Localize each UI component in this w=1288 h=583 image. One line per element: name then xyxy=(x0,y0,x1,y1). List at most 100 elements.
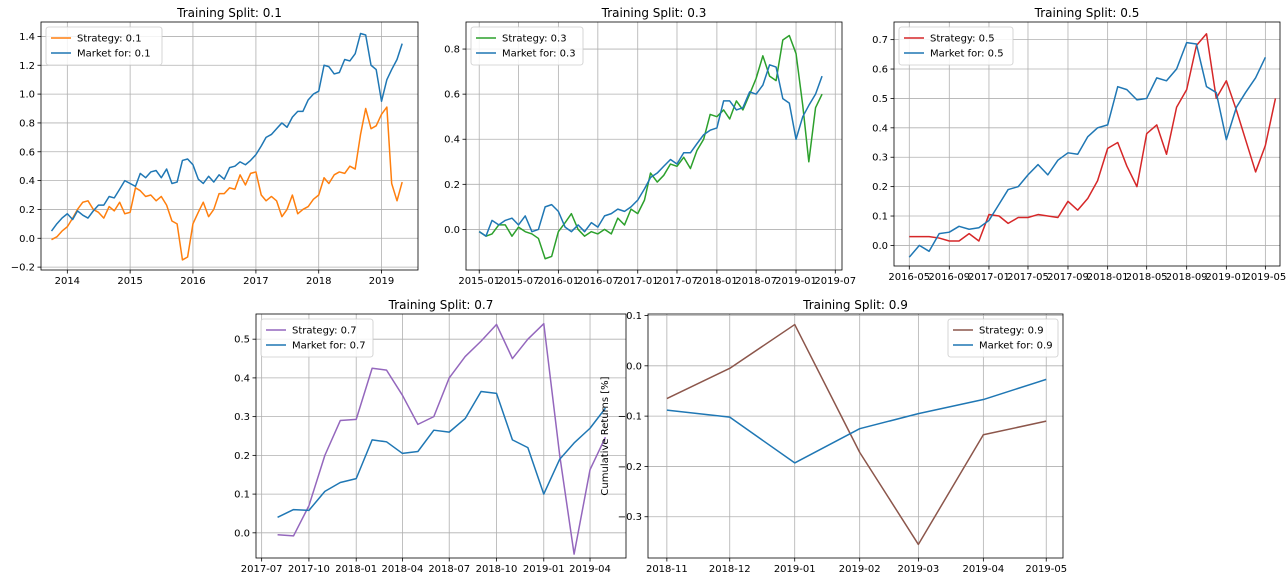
legend-entry: Strategy: 0.5 xyxy=(930,34,995,45)
y-tick-label: 0.6 xyxy=(444,90,460,101)
y-tick-label: 0.3 xyxy=(234,412,250,423)
legend-box xyxy=(898,26,1014,66)
x-tick-label: 2019-04 xyxy=(962,564,1004,575)
series-line-market xyxy=(908,41,1267,258)
legend-entry: Strategy: 0.1 xyxy=(77,34,142,45)
chart-title: Training Split: 0.9 xyxy=(802,298,908,312)
y-tick-label: 0.0 xyxy=(19,234,35,245)
y-tick-label: 0.1 xyxy=(234,490,250,501)
legend: Strategy: 0.5 Market for: 0.5 xyxy=(898,26,1014,66)
y-tick-label: 0.4 xyxy=(234,373,250,384)
series-line-strategy xyxy=(478,34,823,260)
subplot-1: 2014 2015 2016 2017 2018 2019 −0.2 0.0 0.2 0.4 0.6… xyxy=(11,6,419,287)
series-line-strategy xyxy=(277,322,607,555)
legend-box xyxy=(470,26,584,66)
x-tick-label: 2018-01 xyxy=(1087,272,1129,283)
x-tick-label: 2015-01 xyxy=(458,276,500,287)
y-tick-label: 0.2 xyxy=(872,182,888,193)
x-tick-label: 2019-02 xyxy=(839,564,881,575)
subplot-4: 2017-07 2017-10 2018-01 2018-04 2018-07 2018-… xyxy=(234,298,627,575)
y-tick-label: 0.6 xyxy=(872,65,888,76)
x-tick-label: 2018-01 xyxy=(696,276,738,287)
y-tick-label: 1.2 xyxy=(19,61,35,72)
y-tick-label: 0.7 xyxy=(872,35,888,46)
x-tick-label: 2018 xyxy=(306,276,331,287)
axes-frame xyxy=(893,21,1281,267)
x-tick-label: 2018-09 xyxy=(1166,272,1208,283)
x-tick-label: 2017-07 xyxy=(656,276,698,287)
series-line-market xyxy=(50,32,403,232)
y-tick-label: 0.5 xyxy=(234,335,250,346)
legend-entry: Market for: 0.3 xyxy=(502,49,576,60)
x-tick-label: 2016-09 xyxy=(928,272,970,283)
y-tick-label: 0.1 xyxy=(626,311,642,322)
y-tick-label: 0.1 xyxy=(872,212,888,223)
x-tick-label: 2019-05 xyxy=(1244,272,1286,283)
y-tick-label: 0.4 xyxy=(872,123,888,134)
x-tick-label: 2019-01 xyxy=(774,564,816,575)
y-tick-label: 0.0 xyxy=(872,241,888,252)
y-tick-label: −0.2 xyxy=(11,263,35,274)
x-tick-label: 2018-10 xyxy=(476,564,518,575)
legend-box xyxy=(947,318,1059,358)
y-tick-label: 0.2 xyxy=(444,180,460,191)
chart-title: Training Split: 0.7 xyxy=(388,298,494,312)
chart-title: Training Split: 0.1 xyxy=(176,6,282,20)
subplot-5: 2018-11 2018-12 2019-01 2019-02 2019-03 2019-… xyxy=(600,298,1067,575)
x-tick-label: 2018-12 xyxy=(709,564,751,575)
y-tick-label: 0.4 xyxy=(19,176,35,187)
y-tick-label: 0.6 xyxy=(19,147,35,158)
legend-entry: Market for: 0.5 xyxy=(930,49,1004,60)
legend-entry: Strategy: 0.7 xyxy=(292,326,357,337)
chart-title: Training Split: 0.3 xyxy=(601,6,707,20)
x-tick-label: 2017-01 xyxy=(617,276,659,287)
x-tick-label: 2019 xyxy=(369,276,394,287)
chart-title: Training Split: 0.5 xyxy=(1034,6,1140,20)
legend-box xyxy=(45,26,163,66)
legend: Strategy: 0.7 Market for: 0.7 xyxy=(260,318,374,358)
x-tick-label: 2016 xyxy=(180,276,205,287)
legend-entry: Strategy: 0.9 xyxy=(979,326,1044,337)
subplot-3: 2016-052016-092017-012017-052017-092018-… xyxy=(872,6,1286,283)
y-tick-label: 0.5 xyxy=(872,94,888,105)
series-line-strategy xyxy=(51,106,403,261)
x-tick-label: 2019-04 xyxy=(569,564,611,575)
y-tick-label: 0.0 xyxy=(444,225,460,236)
y-tick-label: −0.2 xyxy=(618,462,642,473)
y-tick-label: 0.3 xyxy=(872,153,888,164)
legend-box xyxy=(260,318,374,358)
x-tick-label: 2017-07 xyxy=(241,564,283,575)
x-tick-label: 2019-01 xyxy=(1205,272,1247,283)
axes-frame xyxy=(40,21,419,271)
x-tick-label: 2017-05 xyxy=(1007,272,1049,283)
x-tick-label: 2018-07 xyxy=(428,564,470,575)
legend-entry: Strategy: 0.3 xyxy=(502,34,567,45)
x-tick-label: 2018-01 xyxy=(335,564,377,575)
series-line-market xyxy=(277,390,607,519)
x-tick-label: 2019-07 xyxy=(814,276,856,287)
x-tick-label: 2018-07 xyxy=(735,276,777,287)
x-tick-label: 2014 xyxy=(55,276,80,287)
x-tick-label: 2019-01 xyxy=(523,564,565,575)
legend: Strategy: 0.1 Market for: 0.1 xyxy=(45,26,163,66)
axes-frame xyxy=(465,21,843,271)
y-tick-label: 0.2 xyxy=(234,451,250,462)
x-tick-label: 2018-11 xyxy=(646,564,688,575)
x-tick-label: 2017 xyxy=(243,276,268,287)
y-tick-label: 0.0 xyxy=(234,528,250,539)
legend: Strategy: 0.3 Market for: 0.3 xyxy=(470,26,584,66)
y-tick-label: 0.8 xyxy=(444,45,460,56)
legend: Strategy: 0.9 Market for: 0.9 xyxy=(947,318,1059,358)
y-tick-label: 0.8 xyxy=(19,118,35,129)
subplot-2: 2015-012015-072016-012016-072017-012017-… xyxy=(444,6,856,287)
legend-entry: Market for: 0.9 xyxy=(979,341,1053,352)
x-tick-label: 2019-01 xyxy=(775,276,817,287)
y-tick-label: 0.0 xyxy=(626,361,642,372)
x-tick-label: 2015 xyxy=(117,276,142,287)
series-line-market xyxy=(478,64,823,237)
x-tick-label: 2019-03 xyxy=(897,564,939,575)
x-tick-label: 2019-05 xyxy=(1025,564,1067,575)
series-line-market xyxy=(666,378,1047,464)
x-tick-label: 2017-10 xyxy=(288,564,330,575)
